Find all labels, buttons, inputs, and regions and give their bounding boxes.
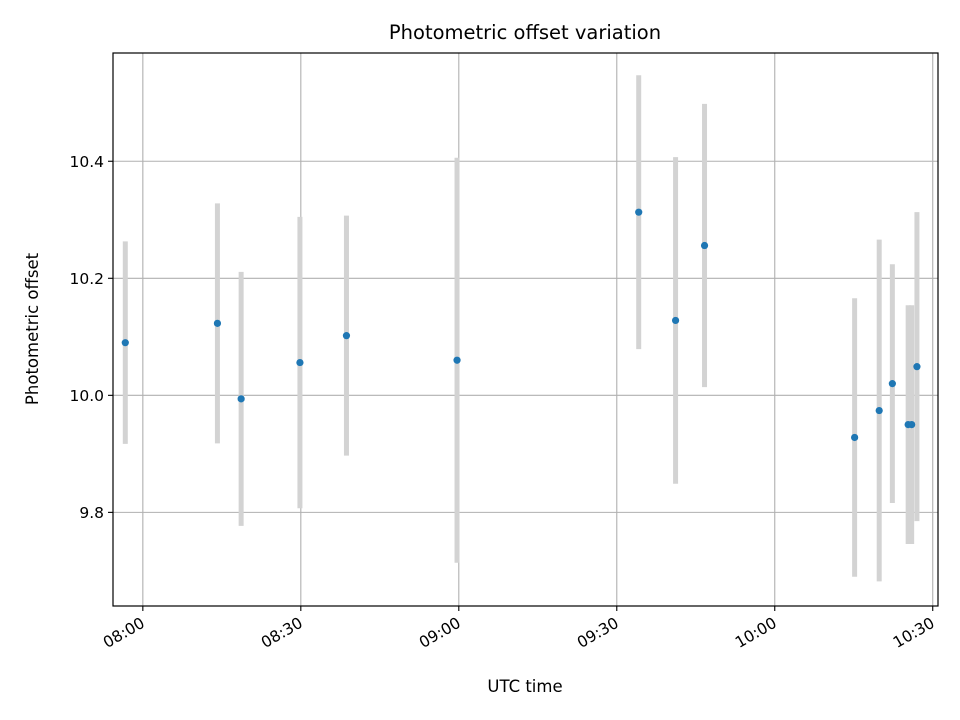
data-point: [121, 339, 129, 347]
data-point: [635, 208, 643, 216]
data-point: [875, 406, 883, 415]
x-axis-label: UTC time: [487, 677, 562, 696]
y-tick-label: 10.0: [69, 387, 104, 405]
y-tick-label: 10.2: [69, 270, 104, 288]
data-point: [671, 316, 680, 325]
y-axis-label: Photometric offset: [23, 252, 42, 405]
y-tick-label: 9.8: [79, 504, 104, 522]
data-point: [851, 433, 859, 442]
data-point: [213, 319, 222, 327]
y-axis-ticks: 9.8 10.0 10.2 10.4: [69, 153, 113, 522]
data-point: [700, 241, 709, 250]
chart-title: Photometric offset variation: [389, 21, 661, 44]
data-point: [913, 363, 921, 371]
data-point: [342, 332, 351, 340]
data-point: [888, 380, 896, 388]
data-point: [453, 356, 461, 364]
data-point: [296, 358, 304, 367]
data-points: [121, 208, 921, 442]
grid: [113, 53, 938, 606]
y-tick-label: 10.4: [69, 153, 104, 171]
data-point: [237, 395, 245, 403]
plot-frame: [112, 52, 939, 607]
data-point: [908, 420, 916, 429]
